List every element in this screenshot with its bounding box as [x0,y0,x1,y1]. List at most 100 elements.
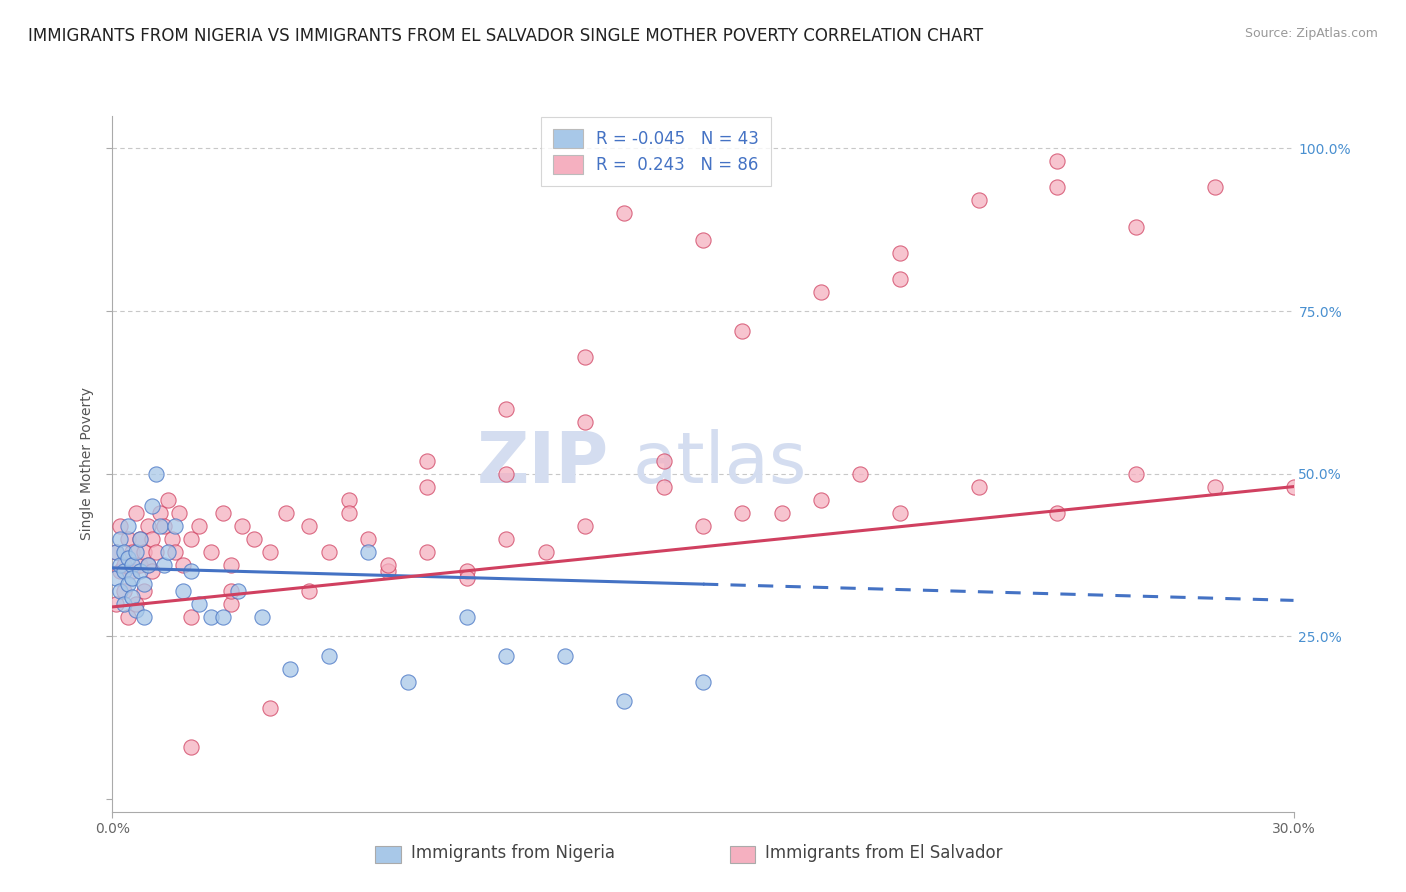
Point [534,544,557,558]
Point [357,532,380,546]
Point [1046,154,1069,169]
Point [574,415,596,429]
Point [652,453,675,467]
Point [849,467,872,481]
Point [132,583,155,598]
Point [180,609,202,624]
Point [228,583,250,598]
Point [495,467,517,481]
Point [377,558,399,572]
Point [337,506,360,520]
Point [337,492,360,507]
Point [967,194,990,208]
Point [180,564,202,578]
Point [889,245,911,260]
Point [731,324,754,338]
Point [416,544,439,558]
Point [172,583,194,598]
Legend: R = -0.045   N = 43, R =  0.243   N = 86: R = -0.045 N = 43, R = 0.243 N = 86 [541,118,770,186]
Point [770,506,793,520]
Point [357,544,380,558]
Point [121,558,143,572]
Point [219,558,242,572]
Point [259,700,281,714]
Point [132,544,155,558]
Point [416,480,439,494]
Text: IMMIGRANTS FROM NIGERIA VS IMMIGRANTS FROM EL SALVADOR SINGLE MOTHER POVERTY COR: IMMIGRANTS FROM NIGERIA VS IMMIGRANTS FR… [28,27,983,45]
Point [889,271,911,285]
Y-axis label: Single Mother Poverty: Single Mother Poverty [80,387,94,541]
Point [377,564,399,578]
Text: Source: ZipAtlas.com: Source: ZipAtlas.com [1244,27,1378,40]
Point [121,544,143,558]
Point [274,506,297,520]
Point [1204,180,1226,194]
Point [136,518,159,533]
Point [652,480,675,494]
Point [180,532,202,546]
Point [692,518,714,533]
Point [105,597,128,611]
Point [152,518,174,533]
Point [495,532,517,546]
Point [145,467,167,481]
Point [165,518,187,533]
Point [416,453,439,467]
Point [117,532,139,546]
Point [105,571,128,585]
Point [298,583,321,598]
Point [110,564,132,578]
Point [574,350,596,364]
Point [692,233,714,247]
Point [117,551,139,566]
Point [117,577,139,591]
Point [1046,180,1069,194]
Point [149,506,172,520]
Text: atlas: atlas [633,429,807,499]
Point [110,558,132,572]
Point [117,609,139,624]
Point [121,564,143,578]
Point [1046,506,1069,520]
Point [152,558,174,572]
Point [250,609,273,624]
Point [396,674,419,689]
Point [889,506,911,520]
Point [129,532,152,546]
Point [156,492,179,507]
Point [1282,480,1305,494]
Point [112,558,135,572]
Text: Immigrants from Nigeria: Immigrants from Nigeria [411,844,614,862]
Point [810,492,832,507]
Point [169,506,191,520]
Point [200,609,222,624]
Point [121,571,143,585]
Point [180,739,202,754]
Point [495,648,517,663]
Point [121,590,143,604]
Point [172,558,194,572]
Point [211,506,233,520]
Point [165,544,187,558]
Point [456,564,478,578]
Point [125,544,148,558]
Point [156,544,179,558]
Point [554,648,576,663]
Point [1204,480,1226,494]
Point [136,558,159,572]
Point [188,518,211,533]
Point [211,609,233,624]
Point [967,480,990,494]
Point [112,564,135,578]
Point [112,583,135,598]
Point [129,564,152,578]
Point [243,532,266,546]
Point [141,564,163,578]
Point [132,609,155,624]
Point [810,285,832,299]
Point [125,597,148,611]
Point [105,544,128,558]
Point [692,674,714,689]
Point [200,544,222,558]
Point [318,544,340,558]
